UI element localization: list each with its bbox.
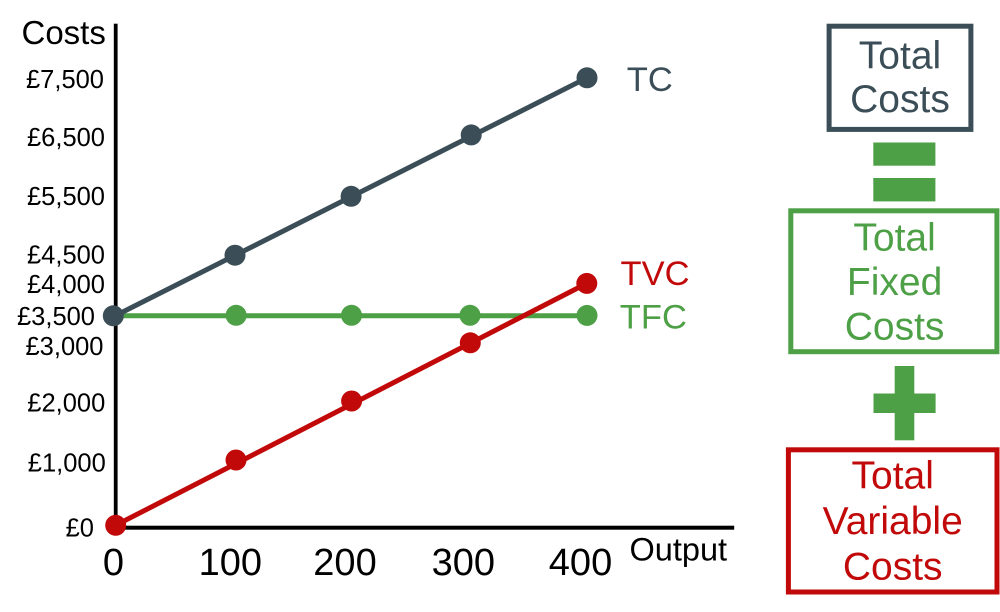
svg-text:Costs: Costs [850, 78, 950, 121]
svg-text:£1,000: £1,000 [28, 450, 106, 478]
svg-text:Fixed: Fixed [847, 261, 942, 304]
svg-text:Total: Total [853, 217, 935, 260]
svg-text:Costs: Costs [845, 306, 945, 349]
svg-text:Output: Output [630, 532, 728, 568]
svg-text:300: 300 [432, 542, 495, 584]
svg-text:£5,500: £5,500 [27, 183, 105, 211]
svg-text:Total: Total [852, 454, 934, 497]
svg-text:Costs: Costs [843, 545, 943, 588]
svg-text:Variable: Variable [823, 500, 963, 543]
svg-text:Costs: Costs [22, 14, 106, 51]
svg-text:200: 200 [313, 542, 376, 584]
svg-text:TC: TC [627, 61, 673, 99]
svg-text:100: 100 [199, 542, 262, 584]
svg-text:TVC: TVC [621, 255, 690, 293]
svg-text:£4,000: £4,000 [27, 271, 105, 299]
svg-text:£3,500: £3,500 [17, 303, 95, 331]
svg-text:£2,000: £2,000 [27, 390, 105, 418]
svg-text:0: 0 [103, 542, 124, 584]
svg-text:TFC: TFC [620, 299, 687, 337]
svg-text:Total: Total [859, 35, 941, 78]
svg-text:£0: £0 [66, 515, 94, 543]
svg-text:£4,500: £4,500 [27, 242, 105, 270]
svg-text:£7,500: £7,500 [26, 66, 104, 94]
svg-text:£6,500: £6,500 [27, 124, 105, 152]
svg-text:400: 400 [549, 542, 612, 584]
svg-text:£3,000: £3,000 [26, 333, 104, 361]
